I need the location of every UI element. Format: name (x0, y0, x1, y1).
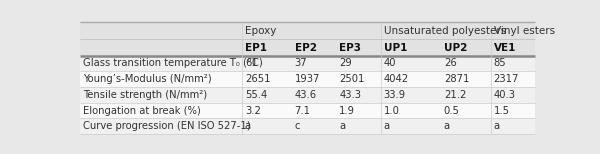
Text: EP2: EP2 (295, 43, 317, 53)
Text: a: a (383, 121, 390, 131)
Text: 2317: 2317 (494, 74, 519, 84)
Text: 1.5: 1.5 (494, 105, 509, 116)
Text: a: a (245, 121, 251, 131)
Text: 40.3: 40.3 (494, 90, 515, 100)
Text: 29: 29 (339, 59, 352, 69)
Text: 4042: 4042 (383, 74, 409, 84)
Text: Young’s-Modulus (N/mm²): Young’s-Modulus (N/mm²) (83, 74, 212, 84)
Text: 33.9: 33.9 (383, 90, 406, 100)
Text: 1.0: 1.0 (383, 105, 400, 116)
Text: Tensile strength (N/mm²): Tensile strength (N/mm²) (83, 90, 208, 100)
Bar (80, 39, 535, 56)
Text: 2871: 2871 (444, 74, 469, 84)
Text: 0.5: 0.5 (444, 105, 460, 116)
Text: Glass transition temperature T₀ (°C): Glass transition temperature T₀ (°C) (83, 59, 263, 69)
Text: 37: 37 (295, 59, 307, 69)
Text: 61: 61 (245, 59, 257, 69)
Bar (80, 103, 535, 118)
Text: 1.9: 1.9 (339, 105, 355, 116)
Text: a: a (444, 121, 450, 131)
Bar (80, 118, 535, 134)
Text: 55.4: 55.4 (245, 90, 267, 100)
Text: Curve progression (EN ISO 527-1): Curve progression (EN ISO 527-1) (83, 121, 251, 131)
Bar (80, 71, 535, 87)
Bar (80, 22, 535, 39)
Text: c: c (295, 121, 300, 131)
Text: 7.1: 7.1 (295, 105, 311, 116)
Text: 2501: 2501 (339, 74, 364, 84)
Text: Elongation at break (%): Elongation at break (%) (83, 105, 201, 116)
Bar (80, 87, 535, 103)
Text: Vinyl esters: Vinyl esters (494, 26, 555, 36)
Text: UP1: UP1 (383, 43, 407, 53)
Text: EP1: EP1 (245, 43, 267, 53)
Text: 40: 40 (383, 59, 396, 69)
Text: UP2: UP2 (444, 43, 467, 53)
Bar (80, 56, 535, 71)
Text: 43.3: 43.3 (339, 90, 361, 100)
Text: 85: 85 (494, 59, 506, 69)
Text: 2651: 2651 (245, 74, 271, 84)
Text: a: a (494, 121, 500, 131)
Text: 43.6: 43.6 (295, 90, 317, 100)
Text: 21.2: 21.2 (444, 90, 466, 100)
Text: 1937: 1937 (295, 74, 320, 84)
Text: Unsaturated polyesters: Unsaturated polyesters (383, 26, 506, 36)
Text: 26: 26 (444, 59, 457, 69)
Text: EP3: EP3 (339, 43, 361, 53)
Text: VE1: VE1 (494, 43, 516, 53)
Text: 3.2: 3.2 (245, 105, 260, 116)
Text: Epoxy: Epoxy (245, 26, 276, 36)
Text: a: a (339, 121, 345, 131)
